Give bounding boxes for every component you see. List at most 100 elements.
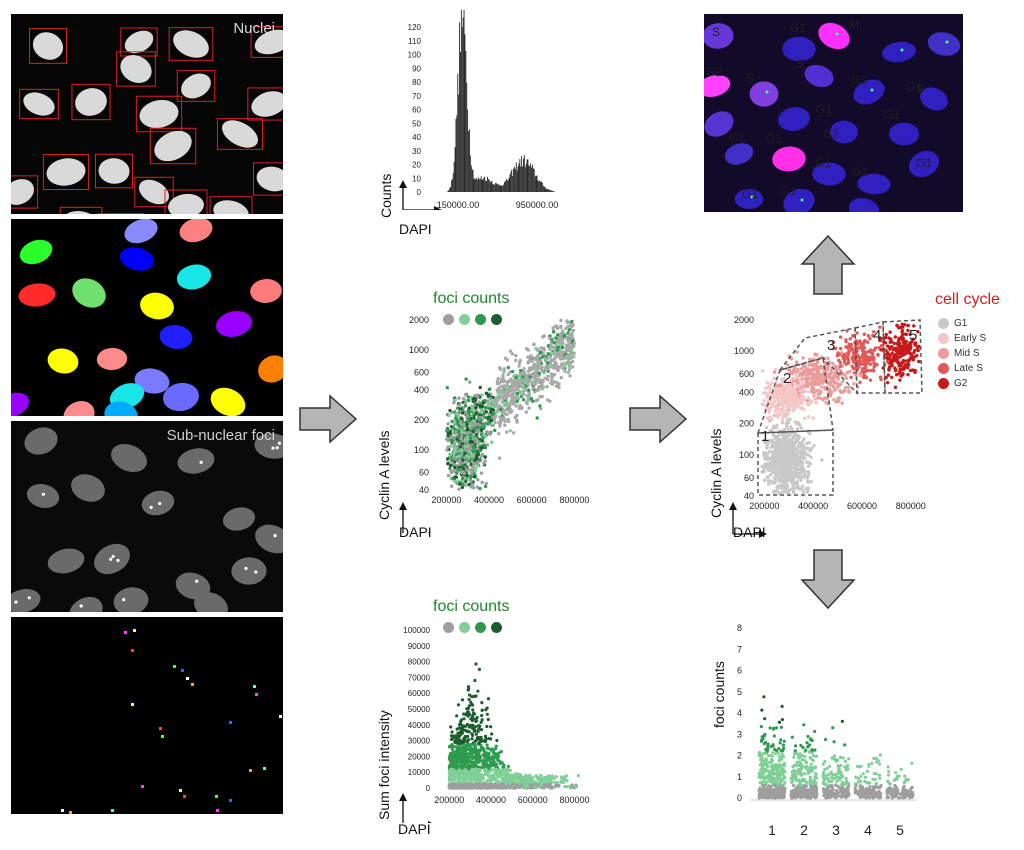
foci-object <box>229 799 232 802</box>
fluorescent-nucleus <box>704 23 734 49</box>
segmented-nucleus <box>72 278 106 308</box>
segmented-nucleus <box>258 355 283 383</box>
nucleus <box>29 28 67 64</box>
fluorescent-nucleus <box>783 188 815 212</box>
sum-foci-y-tick: 80000 <box>408 658 431 667</box>
sum-foci-points <box>447 662 580 790</box>
segmented-nucleus <box>140 292 174 320</box>
scatter_cyclin-y-tick: 600 <box>414 367 429 377</box>
segmented-nucleus <box>11 392 29 416</box>
scatter_cyclin-x-tick: 600000 <box>517 495 547 505</box>
segmented-nucleus <box>216 311 252 337</box>
nuclei-image-panel: Nuclei <box>11 14 283 214</box>
foci-nucleus <box>255 524 283 554</box>
nucleus <box>94 153 134 189</box>
legend-swatch <box>938 318 949 329</box>
histogram-y-tick: 0 <box>417 188 422 197</box>
fluorescent-nucleus <box>857 173 891 195</box>
histogram-y-tick: 110 <box>408 37 421 46</box>
sum-foci-y-tick: 20000 <box>408 752 431 761</box>
cell-phase-label: G1 <box>729 131 745 145</box>
nucleus <box>209 196 253 214</box>
fluorescent-nucleus <box>724 143 754 165</box>
histogram-y-tick: 120 <box>408 23 422 32</box>
arrow-up <box>800 234 856 295</box>
nucleus <box>250 26 283 58</box>
nucleus <box>11 175 39 209</box>
nucleus <box>116 51 156 87</box>
scatter_cyclin-y-tick: 60 <box>419 467 429 477</box>
cyclin-scatter-ylabel: Cyclin A levels <box>376 430 392 520</box>
histogram-y-tick: 20 <box>412 161 421 170</box>
nucleus <box>176 70 216 102</box>
legend-swatch <box>938 348 949 359</box>
sum-foci-y-tick: 50000 <box>408 705 431 714</box>
foci-count-legend-dot <box>491 622 502 633</box>
histogram-x-tick: 150000.00 <box>437 200 480 210</box>
sum-foci-x-tick: 800000 <box>560 795 590 805</box>
cell-phase-label: G1 <box>906 80 922 94</box>
foci-object <box>255 693 258 696</box>
foci-object <box>229 721 232 724</box>
segmented-nucleus <box>176 264 212 290</box>
cell-phase-label: S <box>916 82 924 96</box>
foci-count-legend-dot <box>443 314 454 325</box>
fluorescent-nucleus <box>927 32 961 56</box>
sum-foci-legend <box>443 622 502 633</box>
histogram-y-tick: 70 <box>412 92 421 101</box>
segmentation-image <box>11 219 283 416</box>
foci-segmentation-image <box>61 629 282 814</box>
sum-foci-title: foci counts <box>433 598 510 615</box>
fluorescent-nucleus <box>888 122 920 146</box>
foci-nucleus <box>175 572 211 600</box>
cellcycle-xlabel: DAPI <box>733 524 766 540</box>
foci-nucleus <box>24 427 58 455</box>
histogram-xlabel: DAPI <box>399 221 432 237</box>
cellcycle-points <box>760 322 921 496</box>
cell-phase-label: G1 <box>815 156 831 170</box>
foci-nucleus <box>11 588 41 612</box>
arrow-right-1 <box>299 394 358 444</box>
segmented-nucleus <box>119 247 155 271</box>
nucleus <box>71 83 111 121</box>
foci-object <box>279 715 282 718</box>
cell-cycle-legend-item: G2 <box>938 378 967 389</box>
fluorescent-nucleus <box>848 197 880 212</box>
foci-nucleus <box>141 490 175 516</box>
nuclei-label: Nuclei <box>233 20 275 37</box>
nuclei-image <box>11 26 283 214</box>
legend-swatch <box>938 363 949 374</box>
cellcycle-y-tick: 1000 <box>734 346 754 356</box>
foci-segmentation-panel <box>11 617 283 814</box>
segmented-nucleus <box>47 348 79 374</box>
segmented-nucleus <box>96 347 128 371</box>
segmented-nucleus <box>159 324 193 350</box>
cellcycle-y-tick: 400 <box>739 387 754 397</box>
foci-object <box>263 767 266 770</box>
gate-number: 4 <box>873 327 881 344</box>
histogram-y-tick: 100 <box>408 51 422 60</box>
segmented-nucleus <box>124 219 158 244</box>
foci-counts-points <box>757 695 915 800</box>
histogram-y-tick: 90 <box>412 64 421 73</box>
foci-object <box>191 683 194 686</box>
histogram-axes <box>399 180 442 210</box>
cell-phase-label: G1 <box>916 156 932 170</box>
sum-foci-ylabel: Sum foci intensity <box>376 710 392 820</box>
cellcycle-gates <box>756 319 923 496</box>
scatter_cyclin-y-tick: 1000 <box>409 345 429 355</box>
sum-foci-xlabel: DAPI <box>398 821 431 837</box>
foci-counts-y-tick: 8 <box>737 623 742 633</box>
cellcycle-y-tick: 100 <box>739 450 754 460</box>
fluorescent-nucleus <box>818 22 850 50</box>
foci-counts-ylabel: foci counts <box>711 661 727 728</box>
histogram-y-tick: 40 <box>412 133 421 142</box>
nucleus <box>135 95 183 133</box>
sum-foci-axes <box>399 793 432 823</box>
foci-counts-x-tick: 3 <box>832 822 840 838</box>
scatter_cyclin-y-tick: 2000 <box>409 315 429 325</box>
foci-nucleus <box>94 543 130 575</box>
cyclin-scatter-panel: foci counts 2000 1000 600 400 200 100 60 40 2000… <box>370 290 600 550</box>
